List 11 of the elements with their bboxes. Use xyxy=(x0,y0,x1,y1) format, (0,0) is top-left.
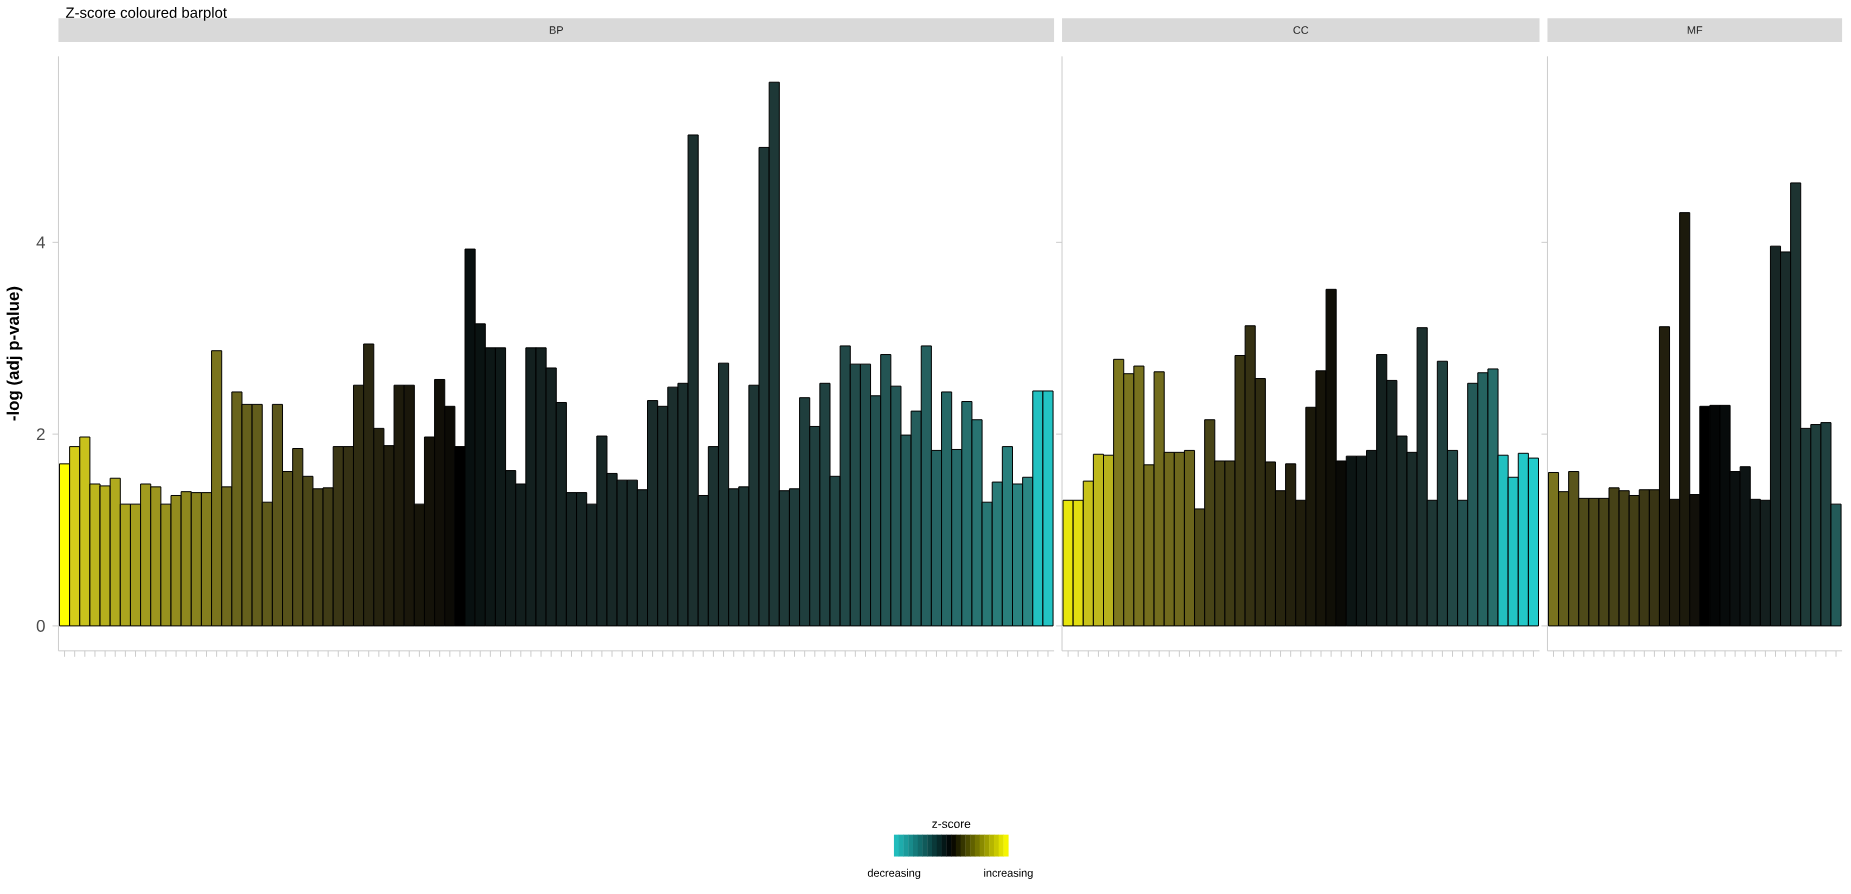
color-bar-title: z-score xyxy=(932,821,971,828)
y-tick-label: 0 xyxy=(36,619,45,632)
chart-subtitle: BP xyxy=(549,26,563,34)
y-tick-label: 2 xyxy=(36,428,45,440)
y-axis-title: -log (adj p-value) xyxy=(6,286,23,421)
chart-subtitle: MF xyxy=(1687,26,1703,34)
text: increasing xyxy=(984,868,1033,879)
chart-title: Z-score coloured barplot xyxy=(65,6,227,21)
text: decreasing xyxy=(867,868,921,879)
y-tick-label: 4 xyxy=(36,236,45,249)
chart-subtitle: CC xyxy=(1293,26,1309,34)
